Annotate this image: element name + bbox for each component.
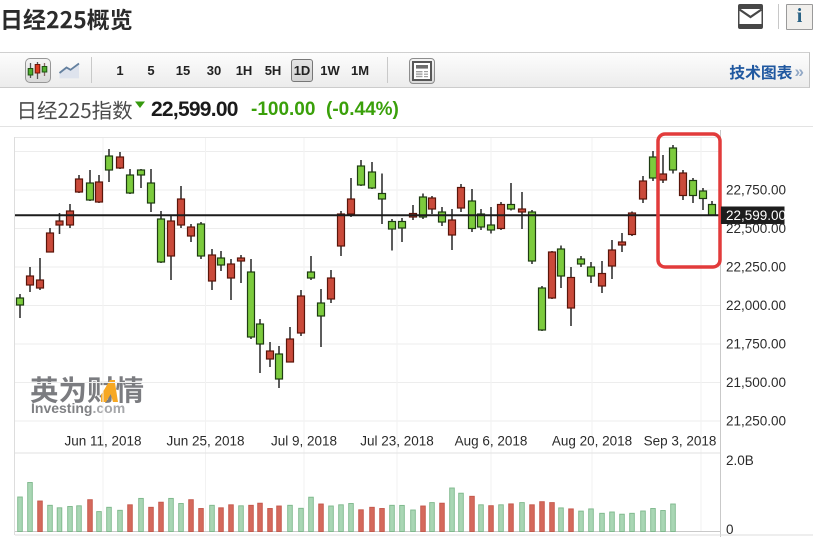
svg-text:Aug 6, 2018: Aug 6, 2018 — [455, 434, 528, 449]
svg-text:Investing.com: Investing.com — [31, 400, 125, 416]
svg-text:22,500.00: 22,500.00 — [726, 221, 786, 236]
svg-text:Jul 9, 2018: Jul 9, 2018 — [271, 434, 337, 449]
svg-text:21,750.00: 21,750.00 — [726, 337, 786, 352]
svg-text:Aug 20, 2018: Aug 20, 2018 — [552, 434, 632, 449]
svg-text:22,750.00: 22,750.00 — [726, 183, 786, 198]
svg-text:»: » — [795, 62, 804, 81]
svg-text:Jul 23, 2018: Jul 23, 2018 — [360, 434, 434, 449]
svg-text:22,000.00: 22,000.00 — [726, 298, 786, 313]
svg-text:22,250.00: 22,250.00 — [726, 260, 786, 275]
svg-text:22,599.00: 22,599.00 — [726, 208, 786, 223]
svg-text:21,250.00: 21,250.00 — [726, 414, 786, 429]
svg-text:0: 0 — [726, 522, 734, 537]
svg-text:Jun 11, 2018: Jun 11, 2018 — [64, 434, 141, 449]
svg-text:Sep 3, 2018: Sep 3, 2018 — [644, 434, 717, 449]
svg-text:Jun 25, 2018: Jun 25, 2018 — [166, 434, 244, 449]
svg-text:21,500.00: 21,500.00 — [726, 375, 786, 390]
svg-text:2.0B: 2.0B — [726, 453, 754, 468]
